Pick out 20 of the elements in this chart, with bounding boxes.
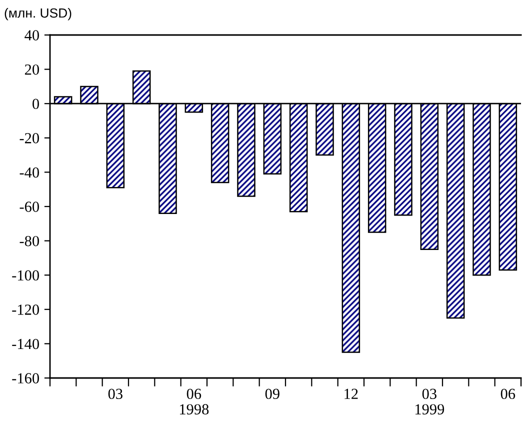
x-tick-label: 03 [108,388,122,400]
y-tick-label: 40 [24,30,39,40]
y-tick-label: -160 [12,373,39,384]
y-tick-label: -20 [20,133,39,144]
y-tick-label: -40 [20,167,39,178]
x-tick-label: 06 [500,388,516,400]
text: 1999 [415,404,444,414]
y-tick-label: -140 [12,338,39,350]
x-tick-label: 09 [265,388,280,400]
x-tick-label: 12 [344,388,358,399]
y-tick-label: -60 [20,202,39,212]
y-tick-label: 0 [32,98,39,110]
x-tick-label: 06 [186,388,202,400]
y-tick-label: -80 [20,236,39,246]
y-tick-label: -100 [12,270,39,281]
y-tick-label: 20 [24,64,39,75]
y-tick-label: -120 [12,304,39,315]
text: 1998 [180,404,209,414]
x-tick-label: 03 [422,388,436,400]
y-axis-title: (млн. USD) [4,8,72,20]
